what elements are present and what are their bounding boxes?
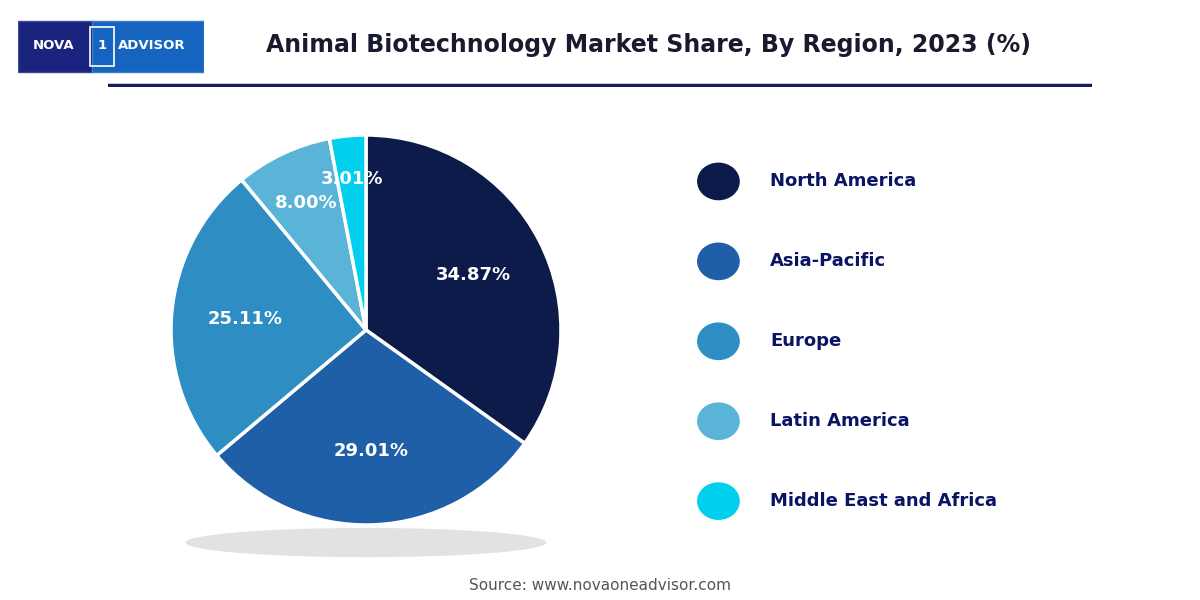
Wedge shape bbox=[217, 330, 524, 525]
Text: NOVA: NOVA bbox=[32, 39, 74, 52]
Text: Latin America: Latin America bbox=[770, 412, 910, 430]
Text: Asia-Pacific: Asia-Pacific bbox=[770, 253, 887, 271]
Circle shape bbox=[697, 243, 739, 280]
Wedge shape bbox=[241, 139, 366, 330]
Ellipse shape bbox=[186, 528, 546, 557]
Circle shape bbox=[697, 403, 739, 439]
Text: 3.01%: 3.01% bbox=[320, 170, 383, 188]
Wedge shape bbox=[366, 135, 560, 443]
Text: 1: 1 bbox=[97, 39, 107, 52]
Circle shape bbox=[697, 323, 739, 359]
Text: Source: www.novaoneadvisor.com: Source: www.novaoneadvisor.com bbox=[469, 577, 731, 593]
Text: Europe: Europe bbox=[770, 332, 841, 350]
Text: 25.11%: 25.11% bbox=[208, 310, 283, 328]
FancyBboxPatch shape bbox=[18, 21, 92, 72]
Text: 8.00%: 8.00% bbox=[275, 194, 337, 212]
FancyBboxPatch shape bbox=[92, 21, 204, 72]
Circle shape bbox=[697, 483, 739, 519]
Text: 29.01%: 29.01% bbox=[334, 442, 408, 460]
Text: 34.87%: 34.87% bbox=[436, 266, 511, 284]
Text: North America: North America bbox=[770, 172, 917, 190]
Circle shape bbox=[697, 163, 739, 200]
Text: Middle East and Africa: Middle East and Africa bbox=[770, 492, 997, 510]
Wedge shape bbox=[329, 135, 366, 330]
Text: ADVISOR: ADVISOR bbox=[118, 39, 186, 52]
Wedge shape bbox=[172, 180, 366, 455]
Text: Animal Biotechnology Market Share, By Region, 2023 (%): Animal Biotechnology Market Share, By Re… bbox=[265, 33, 1031, 57]
